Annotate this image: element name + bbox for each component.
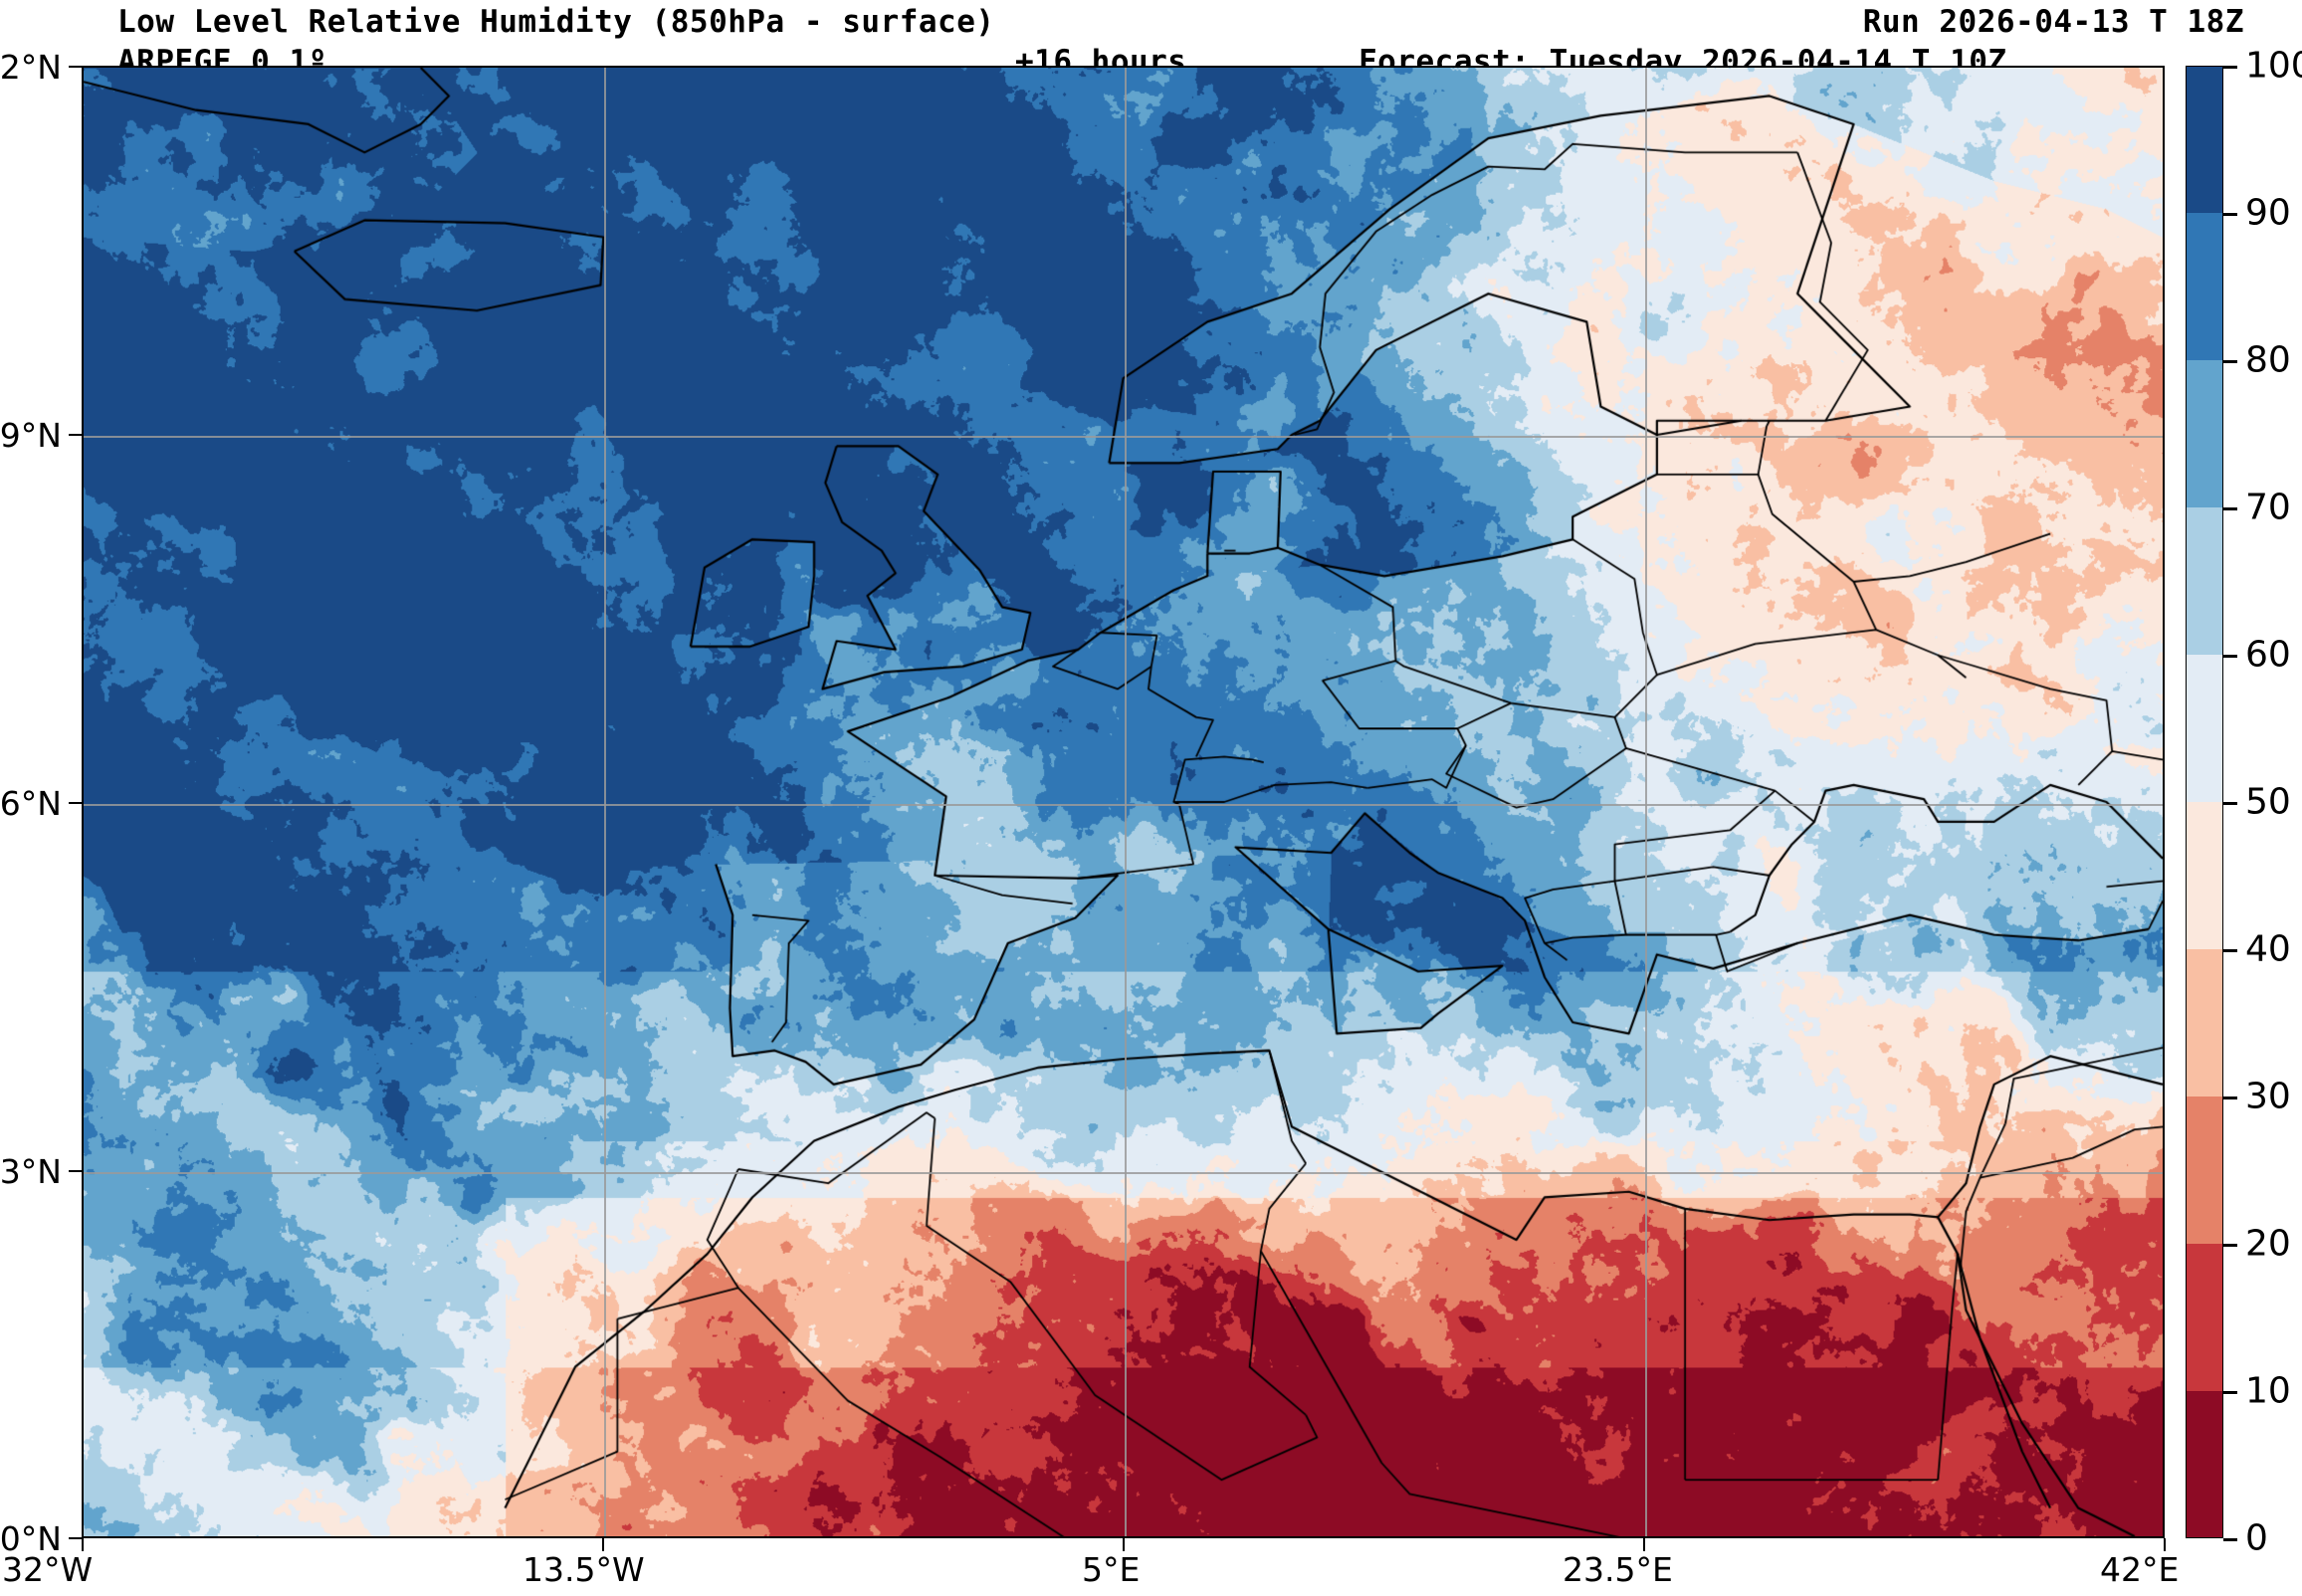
ytick-label-59N: 59°N: [0, 416, 62, 455]
humidity-field-canvas: [84, 68, 2163, 1536]
colorbar-tick-70: [2223, 507, 2237, 510]
colorbar[interactable]: 0 10 20 30 40 50 60 70 80 90 100: [2186, 46, 2302, 1559]
colorbar-label-30: 30: [2245, 1076, 2291, 1117]
colorbar-tick-100: [2223, 66, 2237, 69]
colorbar-tick-20: [2223, 1244, 2237, 1247]
colorbar-label-70: 70: [2245, 487, 2291, 528]
ytick-20N: [69, 1537, 82, 1539]
ytick-label-20N: 20°N: [0, 1519, 62, 1558]
ytick-72N: [69, 66, 82, 68]
ytick-label-33N: 33°N: [0, 1152, 62, 1191]
colorbar-label-40: 40: [2245, 928, 2291, 970]
colorbar-label-60: 60: [2245, 634, 2291, 676]
ytick-label-46N: 46°N: [0, 784, 62, 823]
run-timestamp: Run 2026-04-13 T 18Z: [1862, 4, 2244, 40]
colorbar-label-10: 10: [2245, 1370, 2291, 1412]
colorbar-band-70-80: [2186, 360, 2223, 507]
xtick-label-5E: 5°E: [1082, 1550, 1141, 1589]
colorbar-band-30-40: [2186, 949, 2223, 1097]
gridline-lat-33N: [84, 1172, 2163, 1174]
colorbar-label-0: 0: [2245, 1517, 2268, 1559]
xtick-label-32W: 32°W: [2, 1550, 94, 1589]
xtick-5E: [1123, 1538, 1125, 1551]
ytick-46N: [69, 802, 82, 804]
ytick-33N: [69, 1170, 82, 1172]
xtick-label-13-5W: 13.5°W: [523, 1550, 645, 1589]
xtick-label-23-5E: 23.5°E: [1563, 1550, 1673, 1589]
colorbar-label-100: 100: [2245, 45, 2302, 87]
xtick-13-5W: [602, 1538, 604, 1551]
colorbar-label-80: 80: [2245, 339, 2291, 381]
colorbar-band-60-70: [2186, 507, 2223, 655]
gridline-lon-23-5E: [1645, 68, 1647, 1536]
xtick-42E: [2164, 1538, 2166, 1551]
gridline-lat-59N: [84, 436, 2163, 438]
gridline-lon-5E: [1125, 68, 1127, 1536]
colorbar-tick-0: [2223, 1538, 2237, 1541]
colorbar-label-90: 90: [2245, 192, 2291, 234]
gridline-lat-46N: [84, 804, 2163, 806]
colorbar-band-50-60: [2186, 655, 2223, 802]
colorbar-tick-30: [2223, 1097, 2237, 1099]
colorbar-tick-90: [2223, 213, 2237, 216]
colorbar-label-20: 20: [2245, 1223, 2291, 1265]
colorbar-band-20-30: [2186, 1097, 2223, 1244]
colorbar-tick-10: [2223, 1391, 2237, 1394]
colorbar-label-50: 50: [2245, 781, 2291, 823]
colorbar-band-80-90: [2186, 213, 2223, 360]
colorbar-tick-50: [2223, 802, 2237, 805]
xtick-32W: [82, 1538, 84, 1551]
colorbar-band-90-100: [2186, 66, 2223, 213]
ytick-59N: [69, 434, 82, 436]
colorbar-band-40-50: [2186, 802, 2223, 949]
xtick-23-5E: [1643, 1538, 1645, 1551]
map-plot-area[interactable]: [82, 66, 2165, 1538]
colorbar-tick-40: [2223, 949, 2237, 952]
ytick-label-72N: 72°N: [0, 48, 62, 87]
colorbar-band-0-10: [2186, 1391, 2223, 1538]
page-title: Low Level Relative Humidity (850hPa - su…: [117, 4, 995, 40]
xtick-label-42E: 42°E: [2100, 1550, 2180, 1589]
gridline-lon-13-5W: [604, 68, 606, 1536]
colorbar-band-10-20: [2186, 1244, 2223, 1391]
colorbar-tick-60: [2223, 655, 2237, 658]
colorbar-tick-80: [2223, 360, 2237, 363]
